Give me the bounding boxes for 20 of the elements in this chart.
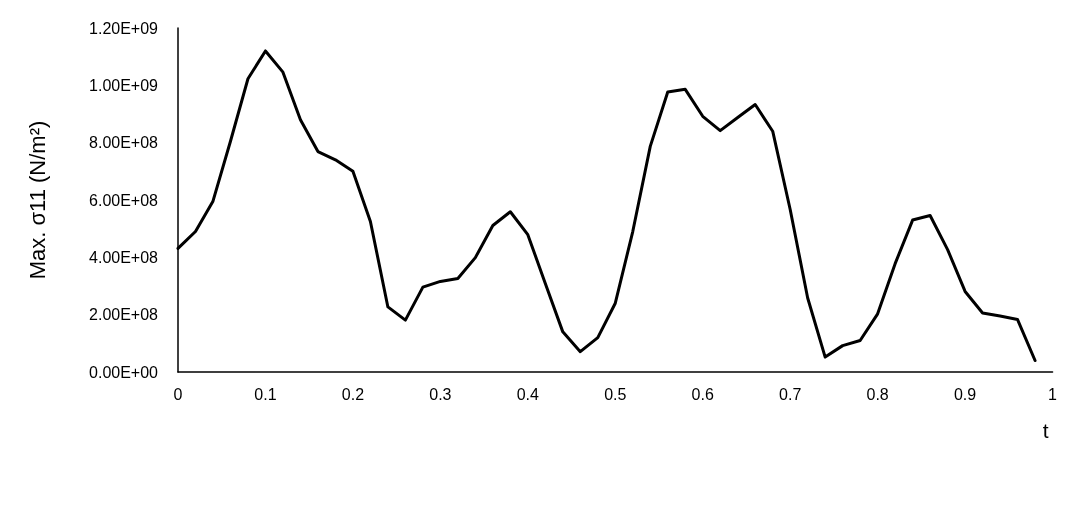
x-tick-label: 0.5 — [604, 385, 627, 403]
x-tick-label: 0.7 — [779, 385, 802, 403]
x-axis-title: t — [1042, 419, 1049, 442]
y-tick-label: 2.00E+08 — [89, 306, 159, 324]
y-tick-label: 1.00E+09 — [89, 76, 159, 94]
x-tick-label: 0.8 — [866, 385, 889, 403]
y-tick-label: 8.00E+08 — [89, 134, 159, 152]
y-axis-title: Max. σ11 (N/m²) — [24, 120, 50, 280]
x-tick-label: 0.1 — [254, 385, 277, 403]
y-tick-label: 6.00E+08 — [89, 191, 159, 209]
x-tick-label: 1 — [1048, 385, 1058, 403]
x-tick-label: 0.9 — [953, 385, 977, 403]
x-tick-label: 0.6 — [691, 385, 714, 403]
y-tick-label: 4.00E+08 — [89, 248, 159, 266]
x-tick-label: 0.3 — [429, 385, 452, 403]
y-tick-label: 0.00E+00 — [89, 363, 159, 381]
x-tick-label: 0 — [173, 385, 183, 403]
x-tick-label: 0.4 — [516, 385, 540, 403]
y-tick-label: 1.20E+09 — [89, 19, 159, 37]
x-tick-label: 0.2 — [341, 385, 365, 403]
